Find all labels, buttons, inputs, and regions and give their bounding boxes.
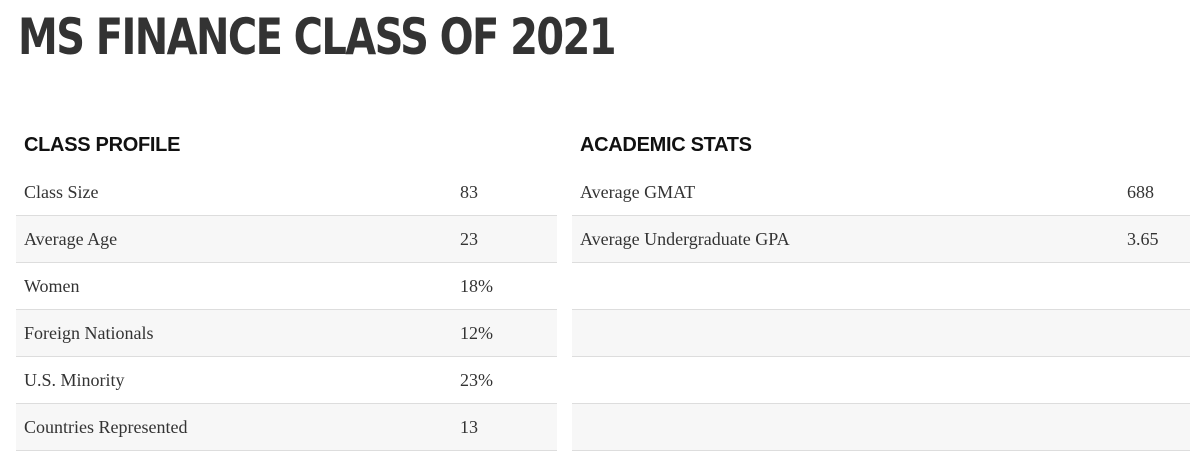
- row-label: Countries Represented: [24, 417, 188, 437]
- row-value: 3.65: [1127, 229, 1159, 249]
- table-row: Foreign Nationals 12%: [16, 310, 557, 357]
- table-row: Class Size 83: [16, 169, 557, 216]
- row-value: 688: [1127, 182, 1154, 202]
- row-label: Women: [24, 276, 80, 296]
- row-value: 23: [460, 229, 478, 249]
- table-row: Countries Represented 13: [16, 404, 557, 451]
- empty-row: [572, 404, 1190, 451]
- table-row: Women 18%: [16, 263, 557, 310]
- empty-row: [572, 263, 1190, 310]
- row-label: U.S. Minority: [24, 370, 125, 390]
- empty-row: [572, 310, 1190, 357]
- row-label: Class Size: [24, 182, 99, 202]
- class-profile-table: CLASS PROFILE Class Size 83 Average Age …: [16, 122, 557, 451]
- class-profile-heading: CLASS PROFILE: [24, 134, 181, 156]
- table-row: Average Undergraduate GPA 3.65: [572, 216, 1190, 263]
- table-row: U.S. Minority 23%: [16, 357, 557, 404]
- academic-stats-table: ACADEMIC STATS Average GMAT 688 Average …: [572, 122, 1190, 451]
- row-value: 18%: [460, 276, 493, 296]
- row-value: 23%: [460, 370, 493, 390]
- row-label: Foreign Nationals: [24, 323, 154, 343]
- row-value: 83: [460, 182, 478, 202]
- page-title: MS FINANCE CLASS OF 2021: [18, 8, 617, 66]
- table-row: Average Age 23: [16, 216, 557, 263]
- row-label: Average GMAT: [580, 182, 696, 202]
- academic-stats-heading: ACADEMIC STATS: [580, 134, 752, 156]
- row-label: Average Undergraduate GPA: [580, 229, 790, 249]
- row-value: 13: [460, 417, 478, 437]
- row-value: 12%: [460, 323, 493, 343]
- empty-row: [572, 357, 1190, 404]
- row-label: Average Age: [24, 229, 118, 249]
- table-row: Average GMAT 688: [572, 169, 1190, 216]
